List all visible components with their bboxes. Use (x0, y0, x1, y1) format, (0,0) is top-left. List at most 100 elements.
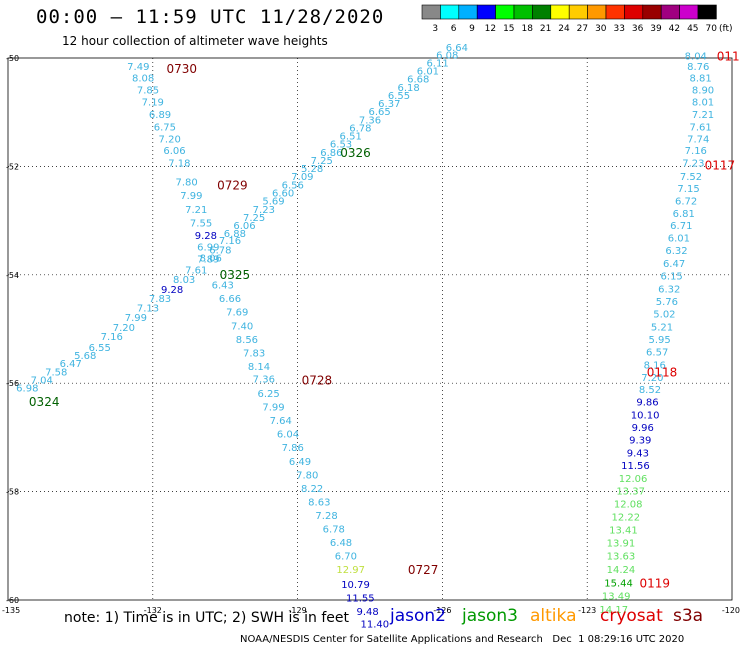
wave-height-value: 5.28 (301, 164, 323, 175)
track-0728: 6.25 7.99 7.64 6.04 7.86 6.49 7.80 8.22 8.63 7.28… (258, 389, 390, 630)
satellite-altika: altika (530, 606, 577, 626)
wave-height-value: 6.49 (289, 457, 311, 468)
wave-height-value: 6.88 (224, 229, 246, 240)
legend-label: 9 (469, 24, 475, 34)
lat-label: -60 (6, 596, 19, 605)
wave-height-value: 14.24 (607, 565, 636, 576)
wave-height-value: 6.04 (277, 430, 299, 441)
legend-swatch (697, 4, 717, 20)
wave-height-value: 9.96 (632, 423, 654, 434)
wave-height-value: 10.10 (631, 411, 660, 422)
wave-height-value: 9.48 (356, 607, 378, 618)
wave-height-value: 9.43 (627, 449, 649, 460)
footer-credit: NOAA/NESDIS Center for Satellite Applica… (240, 634, 685, 645)
wave-height-value: 8.14 (248, 362, 270, 373)
wave-height-value: 6.32 (658, 284, 680, 295)
wave-height-value: 6.66 (219, 294, 241, 305)
wave-height-value: 6.47 (663, 259, 685, 270)
wave-height-value: 7.83 (243, 348, 265, 359)
wave-height-value: 6.78 (349, 123, 371, 134)
wave-height-value: 6.18 (397, 83, 419, 94)
wave-height-value: 7.69 (226, 308, 248, 319)
color-legend: 3 6 9 12 15 18 21 24 27 30 33 36 39 42 45 70 (ft) (421, 4, 733, 34)
wave-height-value: 7.89 (197, 255, 219, 266)
wave-height-value: 11.55 (346, 593, 375, 604)
track-0324: 6.987.047.586.475.686.557.167.207.997.13… (16, 236, 241, 394)
wave-height-value: 6.48 (330, 538, 352, 549)
wave-height-value: 7.21 (185, 205, 207, 216)
lat-label: -56 (6, 379, 19, 388)
lon-label: -129 (289, 606, 307, 615)
wave-height-value: 13.49 (602, 592, 631, 603)
wave-height-value: 7.04 (31, 375, 53, 386)
wave-height-value: 6.11 (426, 58, 448, 69)
wave-height-value: 7.36 (253, 374, 275, 385)
footer-note: note: 1) Time is in UTC; 2) SWH is in fe… (64, 610, 350, 626)
satellite-jason2: jason2 (390, 606, 446, 626)
wave-height-value: 8.08 (132, 74, 154, 85)
wave-height-value: 7.80 (296, 470, 318, 481)
wave-height-value: 11.56 (621, 461, 650, 472)
wave-height-value: 7.58 (45, 367, 67, 378)
wave-height-value: 7.16 (101, 332, 123, 343)
track-0730: 7.498.087.857.196.896.757.206.067.187.80… (127, 62, 275, 385)
lon-label: -120 (722, 606, 740, 615)
wave-height-value: 6.89 (149, 110, 171, 121)
wave-height-value: 13.41 (609, 526, 638, 537)
wave-height-value: 7.74 (687, 134, 709, 145)
wave-height-value: 6.01 (417, 67, 439, 78)
wave-height-value: 7.86 (282, 443, 304, 454)
wave-height-value: 7.13 (137, 303, 159, 314)
wave-height-value: 7.25 (311, 156, 333, 167)
wave-height-value: 5.02 (653, 309, 675, 320)
satellite-s3a: s3a (673, 606, 704, 626)
wave-height-value: 10.79 (341, 580, 370, 591)
wave-height-value: 5.76 (656, 297, 678, 308)
wave-height-value: 6.55 (388, 91, 410, 102)
wave-height-value: 6.01 (668, 233, 690, 244)
legend-label: 36 (632, 24, 644, 34)
wave-height-value: 7.83 (149, 294, 171, 305)
legend-label: 42 (669, 24, 680, 34)
map-title: 00:00 – 11:59 UTC 11/28/2020 (36, 6, 385, 28)
wave-height-value: 13.63 (607, 552, 636, 563)
wave-height-value: 6.06 (163, 146, 185, 157)
wave-height-value: 6.47 (60, 359, 82, 370)
wave-height-value: 8.22 (301, 484, 323, 495)
wave-height-value: 7.09 (291, 172, 313, 183)
wave-height-value: 8.06 (200, 254, 222, 265)
wave-height-value: 7.18 (168, 159, 190, 170)
satellite-cryosat: cryosat (600, 606, 663, 626)
pass-label: 0117 (705, 158, 736, 172)
wave-height-value: 6.60 (272, 189, 294, 200)
wave-height-value: 6.57 (646, 347, 668, 358)
wave-height-value: 7.99 (180, 191, 202, 202)
wave-height-value: 7.25 (243, 213, 265, 224)
legend-label: 15 (503, 24, 514, 34)
legend-unit: (ft) (719, 24, 733, 34)
wave-height-value: 5.21 (651, 322, 673, 333)
pass-label: 0728 (302, 373, 333, 387)
pass-label: 0326 (340, 146, 371, 160)
wave-height-value: 7.99 (262, 403, 284, 414)
wave-height-value: 7.52 (680, 172, 702, 183)
wave-height-value: 8.81 (689, 74, 711, 85)
wave-height-value: 12.22 (611, 513, 640, 524)
pass-label: 0727 (408, 563, 439, 577)
wave-height-value: 8.76 (687, 62, 709, 73)
wave-height-value: 8.16 (644, 360, 666, 371)
lon-label: -135 (2, 606, 20, 615)
wave-height-value: 8.56 (236, 335, 258, 346)
wave-height-value: 6.75 (154, 122, 176, 133)
wave-height-value: 7.40 (231, 321, 253, 332)
wave-height-value: 7.64 (270, 416, 292, 427)
lon-label: -123 (578, 606, 596, 615)
pass-label: 0325 (220, 268, 251, 282)
lon-label: -126 (433, 606, 451, 615)
pass-label: 0119 (639, 577, 670, 591)
wave-height-value: 7.49 (127, 62, 149, 73)
wave-height-value: 12.97 (336, 565, 365, 576)
legend-label: 33 (613, 24, 624, 34)
wave-height-value: 12.06 (619, 474, 648, 485)
